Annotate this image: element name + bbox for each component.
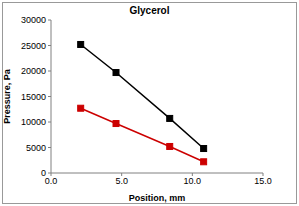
svg-text:0: 0 xyxy=(41,168,46,178)
html-text:Glycerol: Glycerol xyxy=(129,5,170,16)
svg-text:25000: 25000 xyxy=(21,41,46,51)
svg-text:10000: 10000 xyxy=(21,117,46,127)
svg-text:Position, mm: Position, mm xyxy=(129,193,186,203)
svg-text:Pressure, Pa: Pressure, Pa xyxy=(8,68,12,124)
svg-text:30000: 30000 xyxy=(21,15,46,25)
svg-text:20000: 20000 xyxy=(21,66,46,76)
svg-text:0.0: 0.0 xyxy=(45,176,58,186)
svg-text:10.0: 10.0 xyxy=(184,176,202,186)
svg-text:5.0: 5.0 xyxy=(115,176,128,186)
svg-text:5000: 5000 xyxy=(26,143,46,153)
svg-text:15000: 15000 xyxy=(21,92,46,102)
svg-text:15.0: 15.0 xyxy=(254,176,272,186)
